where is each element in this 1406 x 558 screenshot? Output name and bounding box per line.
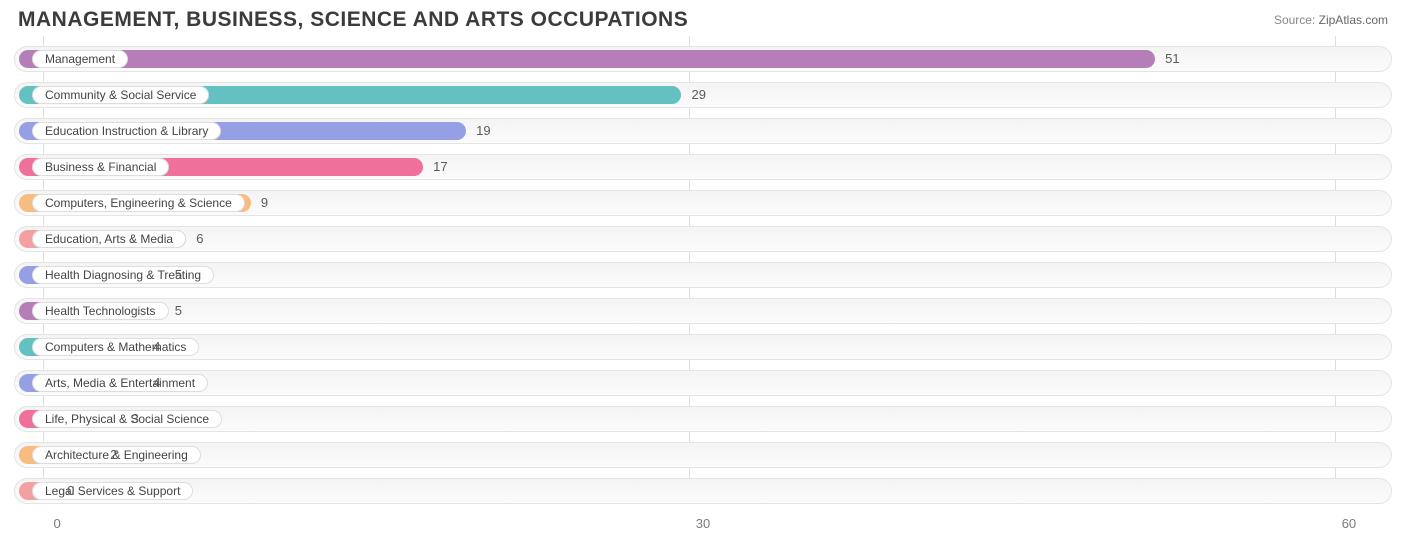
bar-row: Computers, Engineering & Science 9 (14, 186, 1392, 222)
bar-row: Arts, Media & Entertainment4 (14, 366, 1392, 402)
category-pill: Health Technologists (32, 302, 169, 320)
bar-track (14, 370, 1392, 396)
x-tick-label: 30 (696, 516, 710, 531)
bar-row: Education, Arts & Media 6 (14, 222, 1392, 258)
bar-row: Management 51 (14, 42, 1392, 78)
category-pill: Education, Arts & Media (32, 230, 186, 248)
source-label: Source: (1274, 13, 1315, 27)
chart-area: Management51Community & Social Service29… (0, 36, 1406, 536)
bar-row: Architecture & Engineering2 (14, 438, 1392, 474)
category-pill: Education Instruction & Library (32, 122, 221, 140)
chart-title: MANAGEMENT, BUSINESS, SCIENCE AND ARTS O… (18, 8, 688, 32)
bar-value-label: 5 (175, 266, 182, 284)
bar-value-label: 0 (67, 482, 74, 500)
bar-row: Community & Social Service 29 (14, 78, 1392, 114)
bar-value-label: 5 (175, 302, 182, 320)
bar-value-label: 6 (196, 230, 203, 248)
bar-row: Health Diagnosing & Treating5 (14, 258, 1392, 294)
bar-track (14, 262, 1392, 288)
bar-track (14, 298, 1392, 324)
bar-track (14, 226, 1392, 252)
category-pill: Legal Services & Support (32, 482, 193, 500)
category-pill: Arts, Media & Entertainment (32, 374, 208, 392)
bar-row: Health Technologists 5 (14, 294, 1392, 330)
bar-value-label: 4 (153, 338, 160, 356)
category-pill: Health Diagnosing & Treating (32, 266, 214, 284)
bar-track (14, 442, 1392, 468)
bar-value-label: 4 (153, 374, 160, 392)
x-tick-label: 60 (1342, 516, 1356, 531)
bar-value-label: 2 (110, 446, 117, 464)
category-pill: Business & Financial (32, 158, 169, 176)
chart-source: Source: ZipAtlas.com (1274, 13, 1388, 27)
bar-row: Education Instruction & Library 19 (14, 114, 1392, 150)
category-pill: Computers, Engineering & Science (32, 194, 245, 212)
category-pill: Community & Social Service (32, 86, 209, 104)
category-pill: Management (32, 50, 128, 68)
bar-value-label: 17 (433, 158, 447, 176)
chart-header: MANAGEMENT, BUSINESS, SCIENCE AND ARTS O… (0, 0, 1406, 36)
bar-value-label: 29 (691, 86, 705, 104)
bar-value-label: 9 (261, 194, 268, 212)
bar-value-label: 19 (476, 122, 490, 140)
bar-track (14, 478, 1392, 504)
source-name: ZipAtlas.com (1319, 13, 1388, 27)
bar-fill (19, 50, 1155, 68)
bars-container: Management51Community & Social Service29… (14, 42, 1392, 510)
bar-row: Business & Financial 17 (14, 150, 1392, 186)
bar-value-label: 51 (1165, 50, 1179, 68)
category-pill: Life, Physical & Social Science (32, 410, 222, 428)
bar-row: Legal Services & Support0 (14, 474, 1392, 510)
bar-row: Computers & Mathematics4 (14, 330, 1392, 366)
x-axis: 0 30 60 (14, 510, 1392, 540)
category-pill: Computers & Mathematics (32, 338, 199, 356)
x-tick-label: 0 (53, 516, 60, 531)
bar-track (14, 334, 1392, 360)
bar-row: Life, Physical & Social Science3 (14, 402, 1392, 438)
bar-value-label: 3 (132, 410, 139, 428)
